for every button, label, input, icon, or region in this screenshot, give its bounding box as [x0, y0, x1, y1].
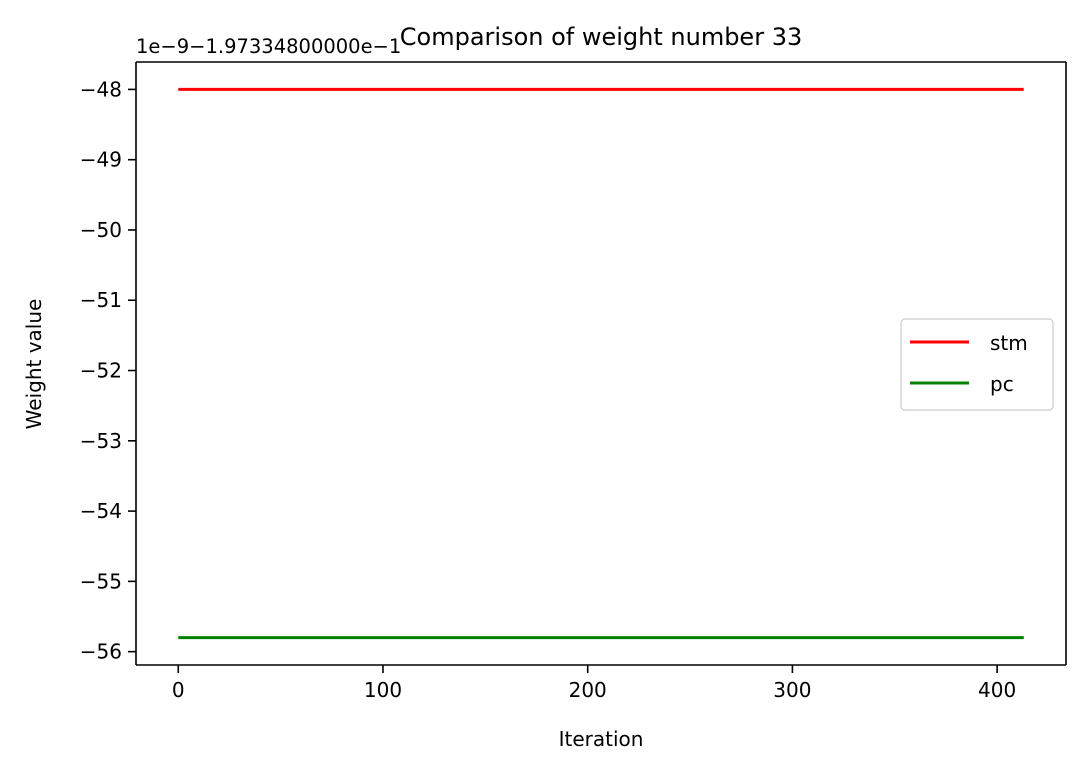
x-axis-label: Iteration [559, 727, 644, 751]
x-tick-label: 100 [364, 678, 402, 702]
x-tick-label: 300 [773, 678, 811, 702]
legend-label-stm: stm [990, 331, 1028, 355]
y-tick-label: −50 [80, 218, 122, 242]
x-axis-ticks: 0 100 200 300 400 [172, 665, 1016, 702]
y-tick-label: −51 [80, 288, 122, 312]
y-tick-label: −48 [80, 77, 122, 101]
y-tick-label: −55 [80, 569, 122, 593]
y-axis-label: Weight value [22, 299, 46, 430]
y-tick-label: −54 [80, 499, 122, 523]
axes-spines [135, 61, 1067, 666]
series-layer [178, 87, 1024, 640]
y-tick-label: −56 [80, 640, 122, 664]
y-tick-label: −49 [80, 148, 122, 172]
x-tick-label: 200 [569, 678, 607, 702]
x-tick-label: 400 [978, 678, 1016, 702]
legend-box [900, 318, 1054, 411]
y-axis-offset-text: 1e−9−1.97334800000e−1 [136, 35, 401, 58]
chart-title: Comparison of weight number 33 [400, 23, 802, 51]
legend: stm pc [900, 318, 1054, 411]
y-tick-label: −52 [80, 359, 122, 383]
legend-label-pc: pc [990, 372, 1014, 396]
y-axis-ticks: −48 −49 −50 −51 −52 −53 −54 −55 −56 [80, 77, 136, 664]
y-tick-label: −53 [80, 429, 122, 453]
x-tick-label: 0 [172, 678, 185, 702]
